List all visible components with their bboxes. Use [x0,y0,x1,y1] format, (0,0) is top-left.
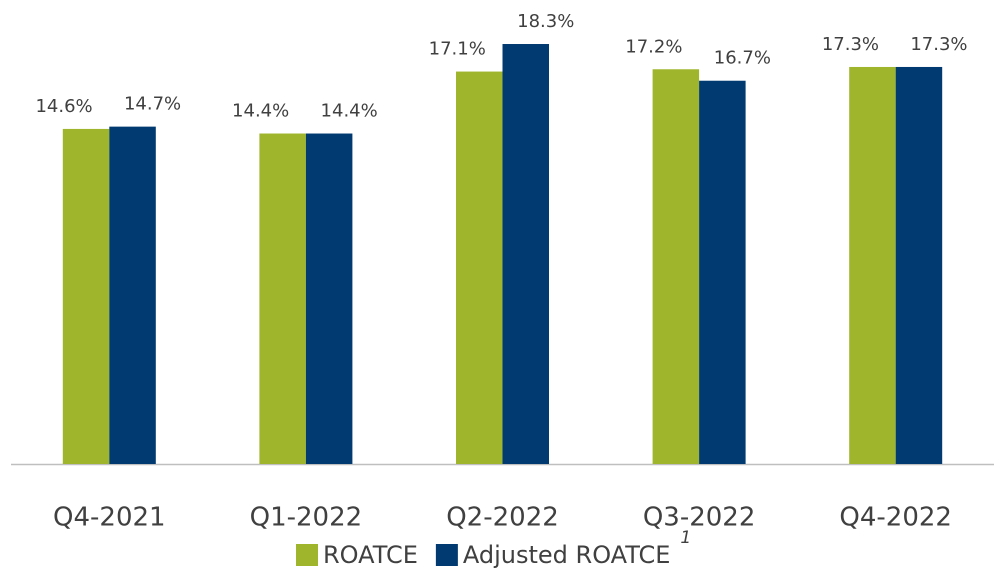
bar [456,71,503,465]
bar [305,133,353,464]
x-tick-label: Q2-2022 [446,503,559,533]
value-label: 17.3% [910,34,967,55]
x-tick-label: Q4-2021 [53,503,166,533]
value-label: 17.2% [625,36,682,57]
bar [895,66,943,464]
x-tick-label: Q1-2022 [250,503,363,533]
value-label: 16.7% [714,48,771,69]
x-tick-label: Q4-2022 [839,503,952,533]
legend-label: Adjusted ROATCE [463,541,671,569]
legend-label: ROATCE [323,541,418,569]
bar [259,133,306,464]
value-label: 18.3% [517,11,574,32]
value-label: 14.6% [35,96,92,117]
value-label: 14.7% [124,94,181,115]
value-label: 17.3% [822,34,879,55]
legend-note: 1 [680,528,691,548]
bar [699,80,746,465]
value-label: 17.1% [429,39,486,60]
value-label: 14.4% [321,101,378,122]
legend-swatch [296,544,318,566]
bar [62,128,110,464]
bar [109,126,156,464]
legend-swatch [435,544,458,566]
bar [502,44,549,464]
bar [652,69,700,464]
x-tick-label: Q3-2022 [643,503,756,533]
bar [849,66,896,464]
value-label: 14.4% [232,101,289,122]
